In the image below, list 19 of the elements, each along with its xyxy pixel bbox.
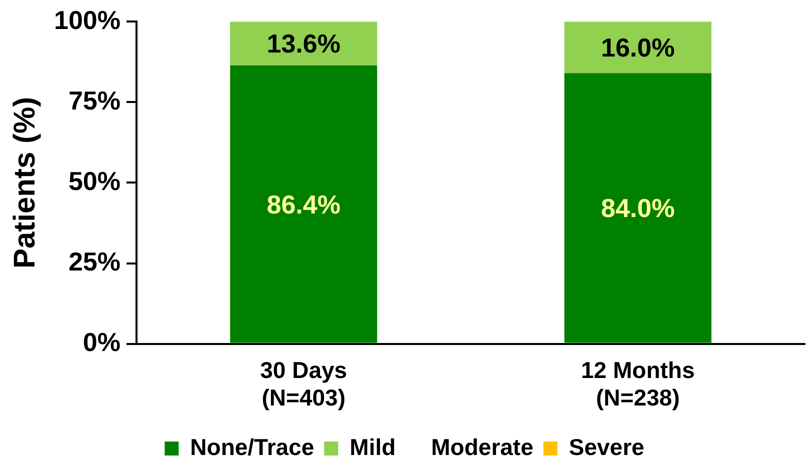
data-label: 86.4% bbox=[266, 189, 340, 220]
data-label: 16.0% bbox=[601, 32, 675, 63]
y-tick-label: 50% bbox=[68, 166, 120, 196]
x-tick-label: 30 Days (N=403) bbox=[260, 356, 348, 411]
bar bbox=[564, 22, 712, 74]
y-tick-label: 0% bbox=[82, 326, 120, 357]
y-tick-label: 100% bbox=[54, 4, 120, 35]
x-tick-label: 12 Months (N=238) bbox=[581, 356, 695, 411]
legend-label: Severe bbox=[568, 434, 644, 460]
legend-label: None/Trace bbox=[190, 434, 314, 460]
y-tick-label: 25% bbox=[68, 246, 120, 276]
y-tick-label: 75% bbox=[68, 85, 120, 116]
legend-label: Mild bbox=[350, 434, 396, 460]
text: Moderate bbox=[431, 434, 534, 460]
bar bbox=[230, 65, 378, 343]
bar bbox=[564, 73, 712, 343]
y-axis-title: Patients (%) bbox=[8, 96, 42, 269]
data-label: 84.0% bbox=[601, 193, 675, 224]
data-label: 13.6% bbox=[266, 28, 340, 59]
